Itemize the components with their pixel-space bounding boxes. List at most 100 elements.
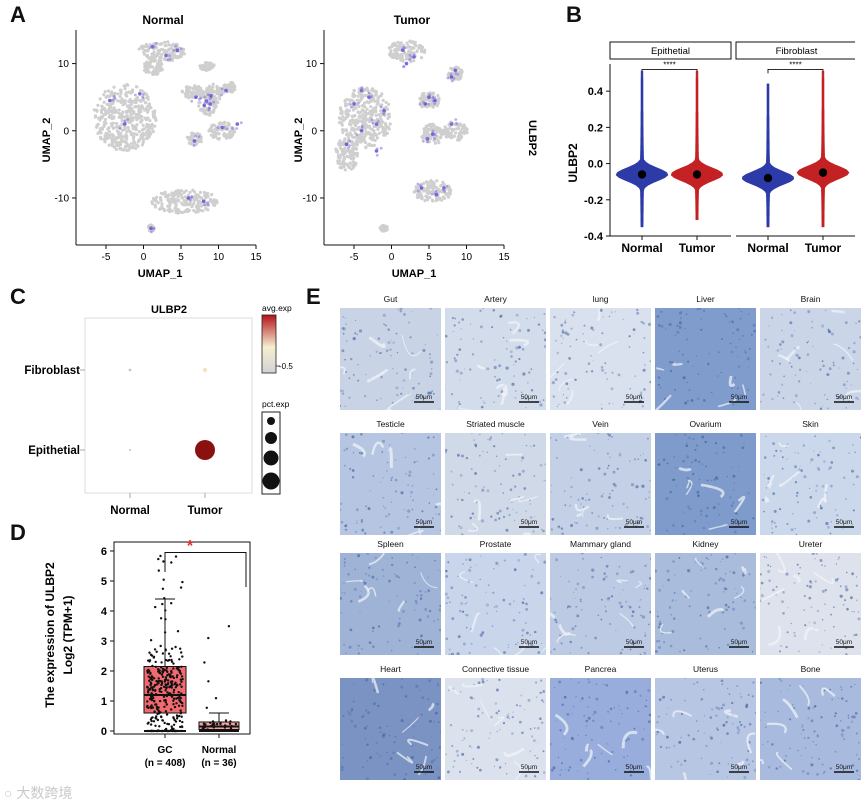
tissue-title: Kidney (692, 539, 719, 549)
umap-y-tick: -10 (55, 193, 70, 204)
dotplot-dot (202, 367, 208, 373)
tissue-title: Skin (802, 419, 819, 429)
boxplot-body: 0 1 2 3 4 5 6 (101, 541, 251, 738)
dotplot-row-fibroblast: Fibroblast (24, 365, 80, 377)
tissue-title: Gut (383, 294, 398, 304)
tissue-ihc-image: 50μm (340, 308, 441, 410)
umap-cluster (142, 57, 164, 76)
dotplot-col-normal: Normal (110, 505, 150, 517)
violin-xlabel-epi-tumor: Tumor (679, 241, 716, 255)
tissue-ihc-image: 50μm (760, 308, 861, 410)
boxplot-significance-bracket (164, 552, 247, 587)
violin-y-tick: 0.0 (588, 159, 603, 171)
umap-x-tick: -5 (350, 252, 359, 263)
tissue-title: Uterus (692, 664, 719, 674)
tissue-tile: Brain 50μm (760, 292, 861, 410)
tissue-ihc-image: 50μm (760, 553, 861, 655)
tissue-scale-bar-label: 50μm (416, 764, 432, 771)
tissue-tile: Uterus 50μm (655, 662, 756, 780)
tissue-scale-bar-label: 50μm (836, 519, 852, 526)
umap-expression-point (431, 132, 435, 136)
umap-cluster (198, 61, 216, 72)
umap-expression-point (359, 129, 364, 133)
tissue-scale-bar-label: 50μm (521, 764, 537, 771)
tissue-scale-bar-label: 50μm (521, 394, 537, 401)
dotplot-frame (84, 317, 253, 494)
tissue-tile: Striated muscle 50μm (445, 417, 546, 535)
tissue-title: Vein (592, 419, 609, 429)
tissue-ihc-image: 50μm (445, 553, 546, 655)
boxplot-ylabel-unit: Log2 (TPM+1) (61, 595, 75, 674)
umap-expression-point (138, 92, 142, 96)
legend-pct-dot-2 (265, 432, 277, 444)
umap-cluster (378, 223, 389, 233)
tissue-title: Ureter (798, 539, 823, 549)
umap-expression-point (201, 199, 206, 204)
tissue-ihc-image: 50μm (655, 433, 756, 535)
tissue-scale-bar-label: 50μm (626, 639, 642, 646)
violin-panel: Epithetial Fibroblast 0.4 0.2 0.0 -0.2 -0.4 *… (566, 41, 855, 255)
dotplot-dot (128, 448, 132, 452)
tissue-scale-bar-label: 50μm (416, 639, 432, 646)
violin-y-tick: -0.4 (584, 231, 604, 243)
tissue-scale-bar-label: 50μm (731, 639, 747, 646)
tissue-tile: Artery 50μm (445, 292, 546, 410)
tissue-scale-bar-label: 50μm (416, 394, 432, 401)
tissue-ihc-image: 50μm (445, 308, 546, 410)
umap-left-xlabel: UMAP_1 (138, 268, 183, 280)
tissue-tile: Ovarium 50μm (655, 417, 756, 535)
umap-expression-point (344, 142, 349, 146)
watermark-logo: ○ 大数跨境 (4, 785, 73, 801)
umap-expression-point (149, 226, 153, 230)
violin-shape (670, 70, 724, 221)
tissue-tile: Kidney 50μm (655, 537, 756, 655)
umap-expression-point (352, 102, 356, 106)
tissue-ihc-image: 50μm (760, 433, 861, 535)
dotplot-title: ULBP2 (151, 304, 187, 316)
tissue-ihc-image: 50μm (550, 433, 651, 535)
tissue-tile: Connective tissue 50μm (445, 662, 546, 780)
tissue-title: lung (592, 294, 609, 304)
umap-expression-point (404, 61, 409, 66)
tissue-ihc-image: 50μm (340, 553, 441, 655)
umap-x-tick: 0 (389, 252, 395, 263)
tissue-tile: Testicle 50μm (340, 417, 441, 535)
violin-ylabel: ULBP2 (566, 143, 580, 183)
umap-normal-title: Normal (142, 13, 183, 27)
violin-shape (796, 70, 850, 228)
tissue-ihc-image: 50μm (445, 678, 546, 780)
tissue-ihc-image: 50μm (550, 553, 651, 655)
umap-cluster (180, 84, 205, 100)
panel-letter-d: D (10, 520, 26, 545)
violin-xlabel-fib-tumor: Tumor (805, 241, 842, 255)
boxplot-y-tick: 2 (101, 666, 107, 678)
tissue-ihc-image: 50μm (655, 553, 756, 655)
violin-y-tick: 0.2 (588, 122, 603, 134)
umap-expression-point (427, 95, 431, 99)
umap-expression-point (194, 95, 198, 99)
umap-gene-label: ULBP2 (526, 120, 538, 156)
umap-y-tick: 10 (58, 59, 70, 70)
boxplot-panel: The expression of ULBP2 Log2 (TPM+1) 0 1 2… (43, 538, 251, 769)
dotplot-panel: ULBP2 Fibroblast Epithetial Normal Tumor… (24, 303, 293, 517)
umap-right-xlabel: UMAP_1 (392, 268, 437, 280)
dotplot-marks (80, 367, 215, 498)
umap-x-tick: 10 (461, 252, 473, 263)
tissue-tile: Spleen 50μm (340, 537, 441, 655)
umap-cluster (418, 91, 441, 109)
violin-significance: **** (789, 60, 801, 69)
boxplot-y-tick: 5 (101, 576, 107, 588)
boxplot-y-tick: 6 (101, 546, 107, 558)
tissue-title: Spleen (377, 539, 404, 549)
violin-y-tick: 0.4 (588, 86, 604, 98)
tissue-ihc-image: 50μm (655, 678, 756, 780)
dotplot-dot (195, 440, 215, 460)
umap-y-tick: 10 (306, 59, 318, 70)
umap-x-tick: 5 (178, 252, 184, 263)
boxplot-y-tick: 0 (101, 726, 107, 738)
umap-normal-plot: -5 0 5 10 15 10 0 -10 (55, 30, 262, 263)
boxplot-y-tick: 3 (101, 636, 107, 648)
umap-cluster (92, 82, 158, 152)
umap-expression-point (192, 139, 197, 143)
